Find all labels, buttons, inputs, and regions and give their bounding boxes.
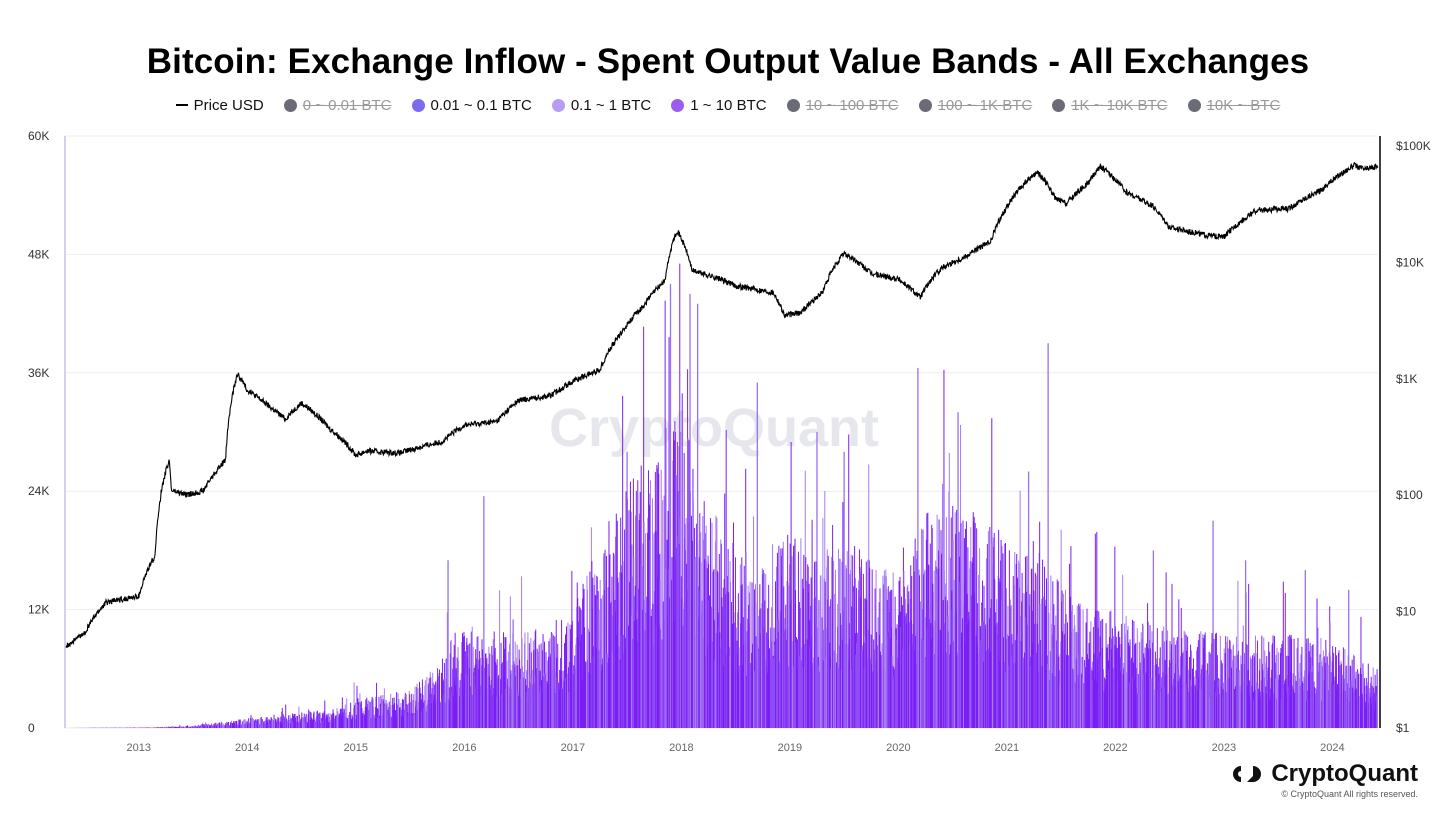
legend-dot-icon bbox=[283, 98, 297, 112]
legend-item-0.1-1[interactable]: 0.1 ~ 1 BTC bbox=[551, 96, 652, 114]
y-left-tick-label: 0 bbox=[28, 721, 35, 735]
x-tick-label: 2017 bbox=[561, 742, 585, 754]
legend-item-100-1k[interactable]: 100 ~ 1K BTC bbox=[918, 96, 1033, 114]
legend-item-price-usd[interactable]: Price USD bbox=[175, 96, 264, 114]
legend-label: Price USD bbox=[193, 96, 264, 114]
legend-label: 0 ~ 0.01 BTC bbox=[302, 96, 392, 114]
y-left-tick-label: 60K bbox=[28, 129, 49, 143]
legend-item-0-0.01[interactable]: 0 ~ 0.01 BTC bbox=[283, 96, 392, 114]
y-right-tick-label: $1 bbox=[1396, 721, 1410, 735]
legend-dot-icon bbox=[786, 98, 800, 112]
legend-item-10k-plus[interactable]: 10K ~ BTC bbox=[1187, 96, 1281, 114]
y-right-tick-label: $1K bbox=[1396, 372, 1417, 386]
x-tick-label: 2014 bbox=[235, 742, 259, 754]
x-tick-label: 2021 bbox=[995, 742, 1019, 754]
x-tick-label: 2015 bbox=[344, 742, 368, 754]
legend-item-1k-10k[interactable]: 1K ~ 10K BTC bbox=[1052, 96, 1168, 114]
price-usd-line bbox=[65, 161, 1379, 649]
cryptoquant-logo-icon bbox=[1233, 766, 1262, 782]
legend-label: 100 ~ 1K BTC bbox=[937, 96, 1033, 114]
brand-name: CryptoQuant bbox=[1271, 760, 1418, 787]
legend-dot-icon bbox=[551, 98, 565, 112]
x-tick-label: 2018 bbox=[669, 742, 693, 754]
legend: Price USD 0 ~ 0.01 BTC 0.01 ~ 0.1 BTC 0.… bbox=[0, 95, 1456, 115]
y-right-tick-label: $100K bbox=[1396, 139, 1431, 153]
legend-item-1-10[interactable]: 1 ~ 10 BTC bbox=[671, 96, 767, 114]
x-tick-label: 2024 bbox=[1320, 742, 1344, 754]
legend-item-10-100[interactable]: 10 ~ 100 BTC bbox=[786, 96, 899, 114]
legend-dot-icon bbox=[411, 98, 425, 112]
copyright-text: © CryptoQuant All rights reserved. bbox=[1281, 789, 1418, 799]
legend-label: 10K ~ BTC bbox=[1206, 96, 1281, 114]
brand-logo: CryptoQuant bbox=[1231, 760, 1418, 788]
x-tick-label: 2020 bbox=[886, 742, 910, 754]
y-right-tick-label: $10 bbox=[1396, 605, 1416, 619]
x-tick-label: 2013 bbox=[127, 742, 151, 754]
legend-label: 1 ~ 10 BTC bbox=[690, 96, 767, 114]
x-tick-label: 2016 bbox=[452, 742, 476, 754]
x-tick-label: 2022 bbox=[1103, 742, 1127, 754]
legend-line-icon bbox=[175, 104, 188, 106]
legend-label: 0.1 ~ 1 BTC bbox=[570, 96, 652, 114]
y-left-tick-label: 12K bbox=[28, 603, 49, 617]
x-tick-label: 2019 bbox=[778, 742, 802, 754]
y-right-tick-label: $100 bbox=[1396, 488, 1423, 502]
axes: 0 12K 24K 36K 48K 60K $1 $10 $100 $1K $10K $100K 201… bbox=[28, 129, 1431, 754]
legend-label: 0.01 ~ 0.1 BTC bbox=[430, 96, 532, 114]
y-left-tick-label: 24K bbox=[28, 484, 49, 498]
chart-title: Bitcoin: Exchange Inflow - Spent Output … bbox=[146, 42, 1310, 81]
legend-dot-icon bbox=[1187, 98, 1201, 112]
legend-item-0.01-0.1[interactable]: 0.01 ~ 0.1 BTC bbox=[411, 96, 532, 114]
y-left-tick-label: 48K bbox=[28, 247, 49, 261]
legend-dot-icon bbox=[1052, 98, 1066, 112]
legend-label: 1K ~ 10K BTC bbox=[1071, 96, 1168, 114]
y-left-tick-label: 36K bbox=[28, 366, 49, 380]
legend-dot-icon bbox=[671, 98, 685, 112]
legend-label: 10 ~ 100 BTC bbox=[805, 96, 899, 114]
inflow-bars bbox=[64, 263, 1379, 728]
legend-dot-icon bbox=[918, 98, 932, 112]
x-tick-label: 2023 bbox=[1212, 742, 1236, 754]
y-right-tick-label: $10K bbox=[1396, 255, 1424, 269]
